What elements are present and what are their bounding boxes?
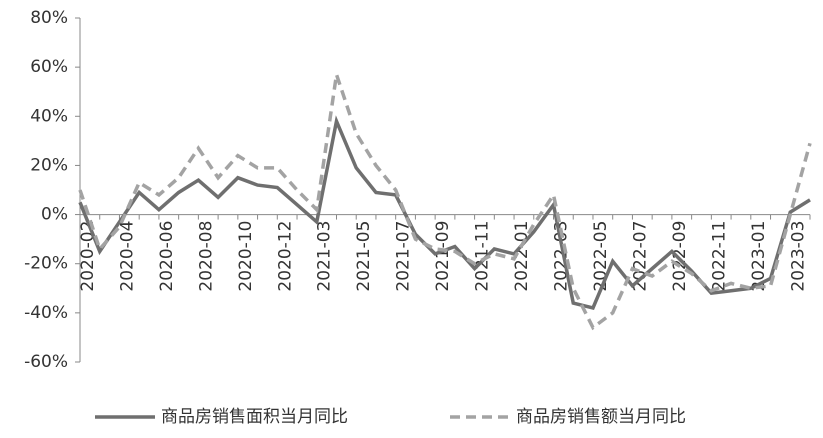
legend-label: 商品房销售额当月同比 [516,407,686,427]
x-tick-label: 2020-04 [117,221,137,292]
y-tick-label: 60% [30,57,68,77]
y-tick-label: -60% [24,352,68,372]
x-tick-label: 2022-05 [591,221,611,292]
legend-label: 商品房销售面积当月同比 [161,407,348,427]
x-tick-label: 2022-11 [709,221,729,292]
y-tick-label: -40% [24,303,68,323]
x-tick-label: 2020-06 [157,221,177,292]
y-tick-label: -20% [24,254,68,274]
x-tick-label: 2021-11 [473,221,493,292]
y-tick-label: 80% [30,8,68,28]
series-line [78,73,812,331]
y-tick-label: 0% [41,205,68,225]
x-tick-label: 2020-02 [78,221,98,292]
x-tick-label: 2021-05 [354,221,374,292]
x-tick-label: 2022-09 [670,221,690,292]
x-tick-label: 2021-03 [315,221,335,292]
x-tick-label: 2020-08 [196,221,216,292]
x-tick-label: 2023-01 [749,221,769,292]
x-tick-label: 2021-09 [433,221,453,292]
x-tick-label: 2020-10 [236,221,256,292]
x-tick-label: 2023-03 [788,221,808,292]
y-tick-label: 40% [30,106,68,126]
x-tick-label: 2020-12 [275,221,295,292]
y-tick-label: 20% [30,155,68,175]
x-tick-label: 2021-07 [394,221,414,292]
